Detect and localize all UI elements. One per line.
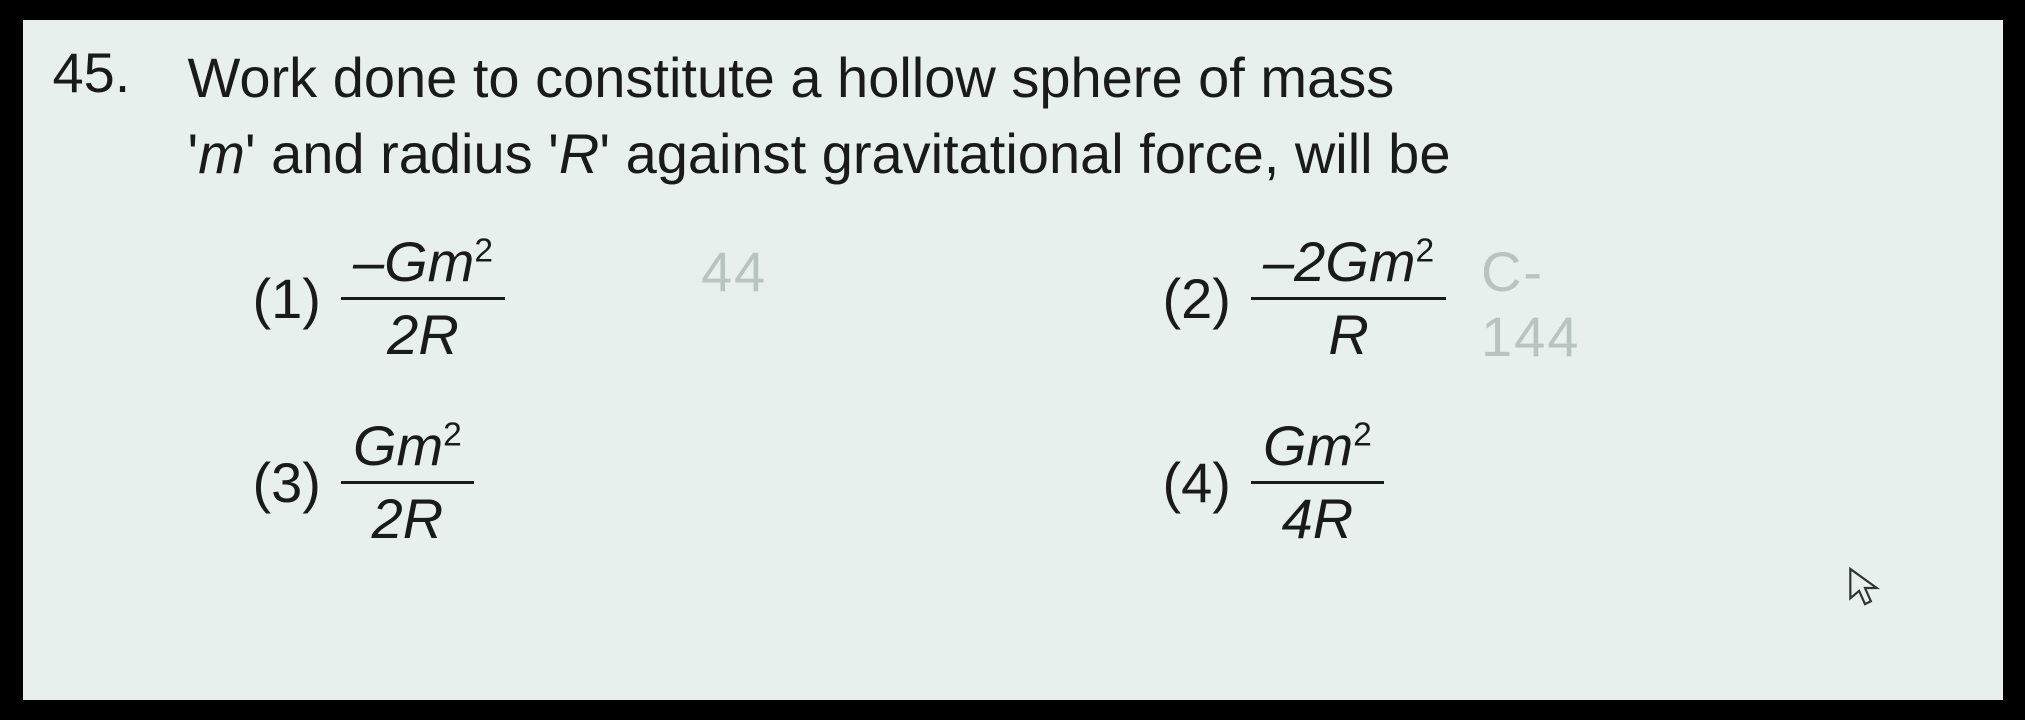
option-2-label: (2) — [1163, 266, 1231, 331]
q-quote-open: ' — [188, 122, 199, 185]
cursor-icon — [1847, 566, 1883, 620]
opt3-den-a: 2 — [372, 487, 403, 550]
option-4-label: (4) — [1163, 450, 1231, 515]
opt3-sup: 2 — [443, 417, 462, 454]
question-text: Work done to constitute a hollow sphere … — [188, 40, 1451, 191]
question-row: 45. Work done to constitute a hollow sph… — [53, 40, 1973, 191]
option-1[interactable]: (1) 44 –Gm2 2R — [253, 231, 1063, 365]
option-2-numerator: –2Gm2 — [1251, 231, 1446, 300]
opt3-num-a: G — [353, 414, 397, 477]
opt4-num-a: G — [1263, 414, 1307, 477]
options-grid: (1) 44 –Gm2 2R (2) C-144 –2Gm2 R (3) — [53, 231, 1973, 549]
opt1-num-m: m — [428, 230, 475, 293]
q-mid-text: ' and radius ' — [245, 122, 559, 185]
opt1-num-a: –G — [353, 230, 428, 293]
opt2-num-a: –2G — [1263, 230, 1369, 293]
q-var-m: m — [198, 122, 245, 185]
opt2-num-m: m — [1369, 230, 1416, 293]
q-end-text: ' against gravitational force, will be — [599, 122, 1450, 185]
option-3[interactable]: (3) Gm2 2R — [253, 415, 1063, 549]
option-4-denominator: 4R — [1270, 484, 1366, 550]
option-3-numerator: Gm2 — [341, 415, 474, 484]
opt1-sup: 2 — [474, 233, 493, 270]
option-1-denominator: 2R — [375, 300, 471, 366]
cursor-svg — [1847, 566, 1883, 610]
opt4-den-r: R — [1313, 487, 1353, 550]
question-number: 45. — [53, 40, 148, 105]
question-panel: 45. Work done to constitute a hollow sph… — [23, 20, 2003, 700]
option-2-denominator: R — [1316, 300, 1380, 366]
opt4-num-m: m — [1307, 414, 1354, 477]
option-3-fraction: Gm2 2R — [341, 415, 474, 549]
option-1-label: (1) — [253, 266, 321, 331]
option-4-numerator: Gm2 — [1251, 415, 1384, 484]
opt4-den-a: 4 — [1282, 487, 1313, 550]
option-4[interactable]: (4) Gm2 4R — [1163, 415, 1973, 549]
question-line1: Work done to constitute a hollow sphere … — [188, 46, 1395, 109]
option-2[interactable]: (2) C-144 –2Gm2 R — [1163, 231, 1973, 365]
opt2-den-r: R — [1328, 303, 1368, 366]
opt3-num-m: m — [397, 414, 444, 477]
option-1-numerator: –Gm2 — [341, 231, 505, 300]
option-3-denominator: 2R — [360, 484, 456, 550]
q-var-r: R — [559, 122, 599, 185]
watermark-1: 44 — [701, 239, 767, 304]
option-3-label: (3) — [253, 450, 321, 515]
option-4-fraction: Gm2 4R — [1251, 415, 1384, 549]
opt2-sup: 2 — [1415, 233, 1434, 270]
option-2-fraction: –2Gm2 R — [1251, 231, 1446, 365]
option-1-fraction: –Gm2 2R — [341, 231, 505, 365]
opt4-sup: 2 — [1353, 417, 1372, 454]
opt1-den-r: R — [418, 303, 458, 366]
watermark-2: C-144 — [1481, 239, 1580, 369]
opt1-den-a: 2 — [387, 303, 418, 366]
opt3-den-r: R — [403, 487, 443, 550]
